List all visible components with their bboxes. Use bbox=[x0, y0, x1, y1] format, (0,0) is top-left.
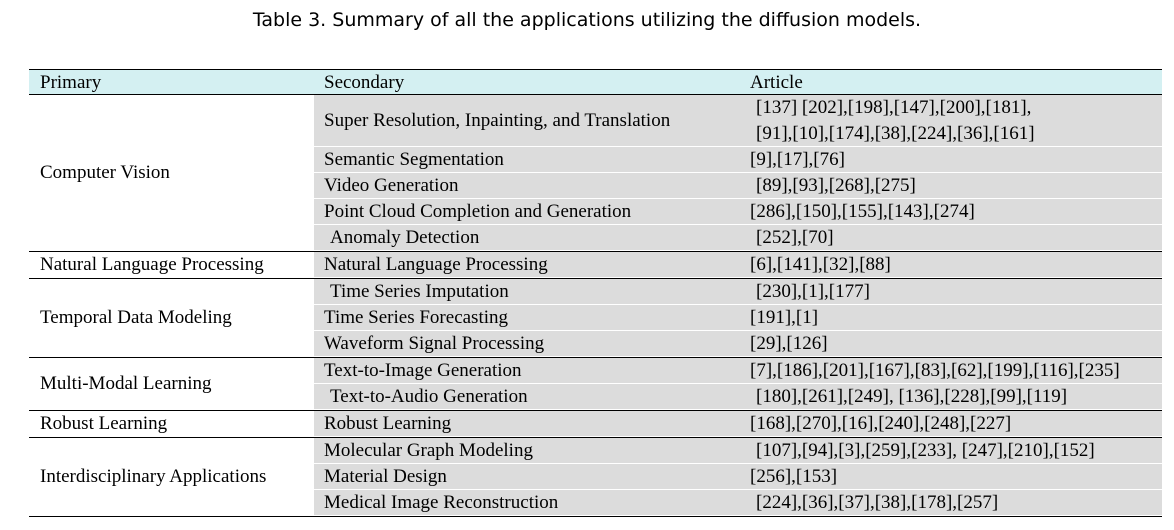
article-cell: [168],[270],[16],[240],[248],[227] bbox=[750, 411, 1011, 437]
article-cell: [256],[153] bbox=[750, 464, 837, 490]
article-cell: [224],[36],[37],[38],[178],[257] bbox=[756, 490, 998, 516]
table-group: Time Series Imputation [230],[1],[177] Tim… bbox=[29, 279, 1162, 358]
article-cell: [107],[94],[3],[259],[233], [247],[210],… bbox=[756, 438, 1095, 464]
article-line: [29],[126] bbox=[750, 333, 828, 354]
article-line: [9],[17],[76] bbox=[750, 149, 845, 170]
primary-cell: Multi-Modal Learning bbox=[40, 373, 212, 394]
table-row: Semantic Segmentation [9],[17],[76] bbox=[314, 147, 1162, 173]
table-row: Anomaly Detection [252],[70] bbox=[314, 225, 1162, 251]
secondary-cell: Text-to-Audio Generation bbox=[330, 386, 528, 407]
header-primary: Primary bbox=[40, 72, 102, 93]
article-cell: [191],[1] bbox=[750, 305, 818, 331]
article-cell: [89],[93],[268],[275] bbox=[756, 173, 916, 199]
secondary-cell: Waveform Signal Processing bbox=[324, 333, 545, 354]
table-group: Robust Learning [168],[270],[16],[240],[2… bbox=[29, 411, 1162, 438]
secondary-cell: Super Resolution, Inpainting, and Transl… bbox=[324, 110, 671, 131]
secondary-cell: Medical Image Reconstruction bbox=[324, 492, 559, 513]
primary-cell: Interdisciplinary Applications bbox=[40, 466, 267, 487]
primary-cell: Natural Language Processing bbox=[40, 254, 264, 275]
table-caption: Table 3. Summary of all the applications… bbox=[252, 9, 922, 31]
table-row: Text-to-Audio Generation [180],[261],[249… bbox=[314, 384, 1162, 410]
table-row: Super Resolution, Inpainting, and Transl… bbox=[314, 95, 1162, 147]
article-line: [286],[150],[155],[143],[274] bbox=[750, 201, 975, 222]
article-cell: [137] [202],[198],[147],[200],[181], [91]… bbox=[756, 95, 1035, 147]
article-cell: [9],[17],[76] bbox=[750, 147, 845, 173]
secondary-cell: Molecular Graph Modeling bbox=[324, 440, 533, 461]
table-group: Text-to-Image Generation [7],[186],[201],… bbox=[29, 358, 1162, 411]
article-line: [168],[270],[16],[240],[248],[227] bbox=[750, 413, 1012, 434]
article-line: [256],[153] bbox=[750, 466, 838, 487]
table-row: Molecular Graph Modeling [107],[94],[3],[… bbox=[314, 438, 1162, 464]
table-row: Video Generation [89],[93],[268],[275] bbox=[314, 173, 1162, 199]
article-line: [137] [202],[198],[147],[200],[181], bbox=[756, 97, 1032, 118]
table-row: Point Cloud Completion and Generation [28… bbox=[314, 199, 1162, 225]
article-line: [6],[141],[32],[88] bbox=[750, 254, 891, 275]
article-line: [230],[1],[177] bbox=[756, 281, 870, 302]
table-group: Natural Language Processing [6],[141],[32… bbox=[29, 252, 1162, 279]
table-row: Natural Language Processing [6],[141],[32… bbox=[314, 252, 1162, 278]
table-row: Material Design [256],[153] bbox=[314, 464, 1162, 490]
table-group: Super Resolution, Inpainting, and Transl… bbox=[29, 95, 1162, 252]
article-line: [180],[261],[249], [136],[228],[99],[119… bbox=[756, 386, 1068, 407]
article-line: [7],[186],[201],[167],[83],[62],[199],[1… bbox=[750, 360, 1120, 381]
table-row: Time Series Forecasting [191],[1] bbox=[314, 305, 1162, 331]
secondary-cell: Semantic Segmentation bbox=[324, 149, 504, 170]
article-cell: [29],[126] bbox=[750, 331, 828, 357]
article-cell: [7],[186],[201],[167],[83],[62],[199],[1… bbox=[750, 358, 1120, 384]
secondary-cell: Material Design bbox=[324, 466, 447, 487]
table-row: Waveform Signal Processing [29],[126] bbox=[314, 331, 1162, 357]
primary-cell: Robust Learning bbox=[40, 413, 168, 434]
table-row: Medical Image Reconstruction [224],[36],[… bbox=[314, 490, 1162, 516]
article-line: [89],[93],[268],[275] bbox=[756, 175, 916, 196]
article-line: [91],[10],[174],[38],[224],[36],[161] bbox=[756, 123, 1035, 144]
secondary-cell: Time Series Imputation bbox=[330, 281, 509, 302]
secondary-cell: Robust Learning bbox=[324, 413, 452, 434]
article-cell: [230],[1],[177] bbox=[756, 279, 870, 305]
secondary-cell: Anomaly Detection bbox=[330, 227, 480, 248]
secondary-cell: Natural Language Processing bbox=[324, 254, 548, 275]
secondary-cell: Point Cloud Completion and Generation bbox=[324, 201, 632, 222]
header-secondary: Secondary bbox=[324, 72, 405, 93]
primary-cell: Computer Vision bbox=[40, 162, 170, 183]
article-cell: [252],[70] bbox=[756, 225, 834, 251]
secondary-cell: Text-to-Image Generation bbox=[324, 360, 522, 381]
article-cell: [286],[150],[155],[143],[274] bbox=[750, 199, 975, 225]
table-row: Robust Learning [168],[270],[16],[240],[2… bbox=[314, 411, 1162, 437]
article-line: [252],[70] bbox=[756, 227, 834, 248]
article-line: [224],[36],[37],[38],[178],[257] bbox=[756, 492, 999, 513]
article-line: [107],[94],[3],[259],[233], [247],[210],… bbox=[756, 440, 1095, 461]
table-group: Molecular Graph Modeling [107],[94],[3],[… bbox=[29, 438, 1162, 517]
article-cell: [180],[261],[249], [136],[228],[99],[119… bbox=[756, 384, 1067, 410]
table-row: Text-to-Image Generation [7],[186],[201],… bbox=[314, 358, 1162, 384]
table-row: Time Series Imputation [230],[1],[177] bbox=[314, 279, 1162, 305]
secondary-cell: Time Series Forecasting bbox=[324, 307, 509, 328]
table-header-row: Primary Secondary Article bbox=[29, 69, 1162, 95]
header-article: Article bbox=[750, 72, 803, 93]
primary-cell: Temporal Data Modeling bbox=[40, 307, 232, 328]
article-line: [191],[1] bbox=[750, 307, 819, 328]
secondary-cell: Video Generation bbox=[324, 175, 459, 196]
article-cell: [6],[141],[32],[88] bbox=[750, 252, 891, 278]
